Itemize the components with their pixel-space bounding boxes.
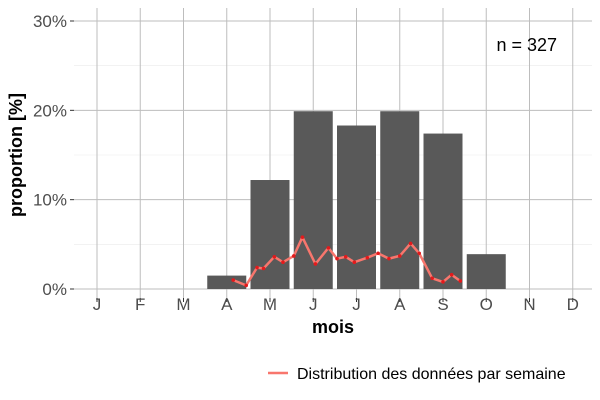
- x-tick-label: M: [263, 295, 277, 314]
- x-tick-label: S: [437, 295, 448, 314]
- weekly-point-15: [387, 256, 391, 261]
- weekly-point-17: [408, 241, 413, 246]
- weekly-point-0: [231, 278, 236, 282]
- weekly-point-10: [335, 256, 339, 261]
- weekly-point-13: [365, 255, 370, 260]
- x-tick-label: J: [309, 295, 318, 314]
- weekly-point-8: [313, 262, 318, 266]
- weekly-point-1: [244, 283, 249, 288]
- x-tick-label: A: [221, 295, 233, 314]
- x-tick-label: M: [176, 295, 190, 314]
- bar-a-7: [380, 111, 420, 289]
- legend-label: Distribution des données par semaine: [297, 366, 566, 383]
- bar-s-8: [423, 133, 463, 289]
- bar-a-3: [207, 275, 247, 289]
- y-axis: 0% 10% 20% 30%: [33, 12, 74, 299]
- weekly-point-12: [352, 260, 357, 265]
- weekly-point-9: [326, 246, 331, 250]
- weekly-point-18: [417, 251, 422, 256]
- x-tick-label: D: [567, 295, 579, 314]
- weekly-point-20: [441, 280, 445, 284]
- bar-o-9: [466, 254, 506, 289]
- weekly-point-7: [300, 235, 305, 239]
- weekly-point-22: [458, 279, 463, 283]
- weekly-point-5: [281, 260, 285, 265]
- bar-j-6: [337, 125, 376, 290]
- weekly-point-14: [376, 251, 380, 256]
- weekly-point-11: [343, 255, 348, 259]
- bar-m-4: [250, 180, 290, 289]
- legend: Distribution des données par semaine: [268, 366, 566, 383]
- weekly-point-2: [255, 265, 259, 270]
- x-tick-label: J: [93, 295, 102, 314]
- x-tick-label: O: [480, 295, 493, 314]
- x-tick-label: J: [352, 295, 361, 314]
- y-tick-label: 0%: [42, 280, 67, 299]
- weekly-point-19: [430, 276, 434, 281]
- weekly-point-16: [397, 254, 402, 258]
- weekly-point-4: [272, 255, 277, 259]
- weekly-distribution-line: [231, 235, 463, 288]
- x-tick-label: A: [394, 295, 406, 314]
- y-tick-label: 30%: [33, 12, 67, 31]
- x-tick-label: N: [523, 295, 535, 314]
- sample-size-annotation: n = 327: [496, 35, 557, 55]
- y-axis-title: proportion [%]: [6, 93, 26, 217]
- weekly-point-3: [261, 266, 266, 271]
- bars: [207, 111, 506, 290]
- weekly-point-21: [449, 272, 454, 277]
- x-tick-label: F: [135, 295, 145, 314]
- y-tick-label: 10%: [33, 191, 67, 210]
- x-axis-title: mois: [312, 317, 354, 337]
- weekly-point-6: [291, 254, 296, 258]
- y-tick-label: 20%: [33, 101, 67, 120]
